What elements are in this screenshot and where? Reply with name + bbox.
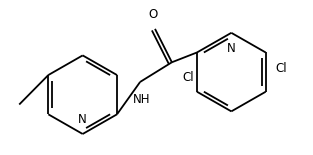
Text: Cl: Cl xyxy=(182,71,193,84)
Text: N: N xyxy=(227,42,236,55)
Text: O: O xyxy=(148,8,157,21)
Text: NH: NH xyxy=(133,93,151,106)
Text: N: N xyxy=(78,113,87,126)
Text: Cl: Cl xyxy=(275,62,287,75)
